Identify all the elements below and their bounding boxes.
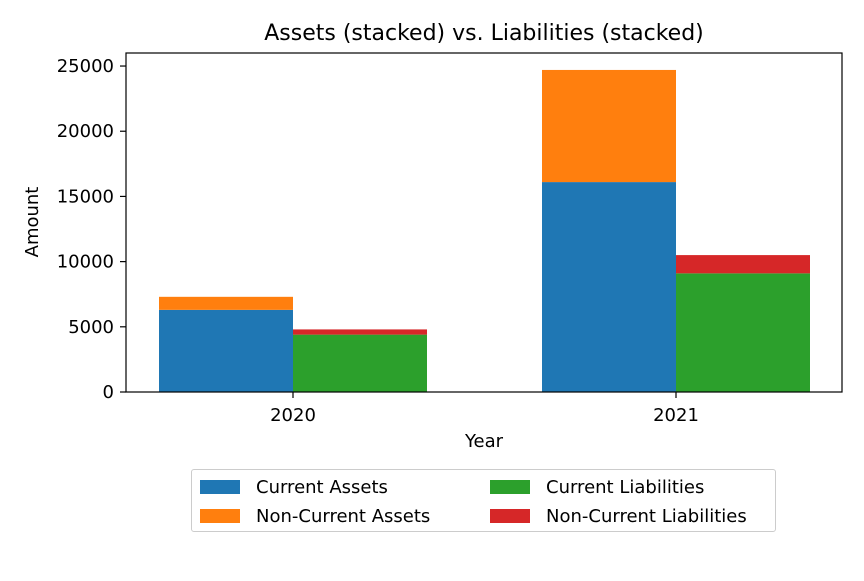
bar-current-assets-2020 — [159, 309, 293, 392]
legend-label-current-assets: Current Assets — [256, 476, 388, 498]
y-tick-label-15000: 15000 — [57, 186, 114, 207]
bar-non-current-liabilities-2021 — [676, 255, 810, 274]
y-tick-label-20000: 20000 — [57, 121, 114, 142]
bar-non-current-assets-2021 — [542, 69, 676, 183]
legend-swatch-non-current-assets — [200, 509, 240, 523]
chart-title: Assets (stacked) vs. Liabilities (stacke… — [264, 21, 704, 46]
legend-swatch-current-assets — [200, 480, 240, 494]
legend-swatch-non-current-liabilities — [490, 509, 530, 523]
legend-label-current-liabilities: Current Liabilities — [546, 476, 705, 498]
bar-non-current-assets-2020 — [159, 296, 293, 310]
bars-group — [159, 69, 810, 392]
legend-label-non-current-liabilities: Non-Current Liabilities — [546, 505, 747, 527]
y-tick-label-25000: 25000 — [57, 56, 114, 77]
legend: Current Assets Non-Current Assets Curren… — [191, 469, 776, 532]
legend-item-current-liabilities: Current Liabilities — [490, 476, 705, 498]
legend-label-non-current-assets: Non-Current Assets — [256, 505, 431, 527]
y-tick-label-0: 0 — [103, 382, 114, 403]
y-tick-label-5000: 5000 — [68, 317, 114, 338]
bar-current-liabilities-2021 — [676, 273, 810, 392]
legend-swatch-current-liabilities — [490, 480, 530, 494]
bar-non-current-liabilities-2020 — [293, 329, 427, 335]
legend-item-current-assets: Current Assets — [200, 476, 388, 498]
x-tick-label-2021: 2021 — [653, 405, 699, 426]
plot-frame — [125, 52, 843, 393]
legend-item-non-current-liabilities: Non-Current Liabilities — [490, 505, 747, 527]
y-axis-label: Amount — [22, 187, 43, 258]
ticks-group: 0 5000 10000 15000 20000 25000 2020 2021 — [57, 56, 699, 426]
x-axis-label: Year — [464, 431, 504, 452]
y-tick-label-10000: 10000 — [57, 252, 114, 273]
bar-current-liabilities-2020 — [293, 334, 427, 392]
legend-item-non-current-assets: Non-Current Assets — [200, 505, 431, 527]
bar-current-assets-2021 — [542, 182, 676, 392]
x-tick-label-2020: 2020 — [270, 405, 316, 426]
